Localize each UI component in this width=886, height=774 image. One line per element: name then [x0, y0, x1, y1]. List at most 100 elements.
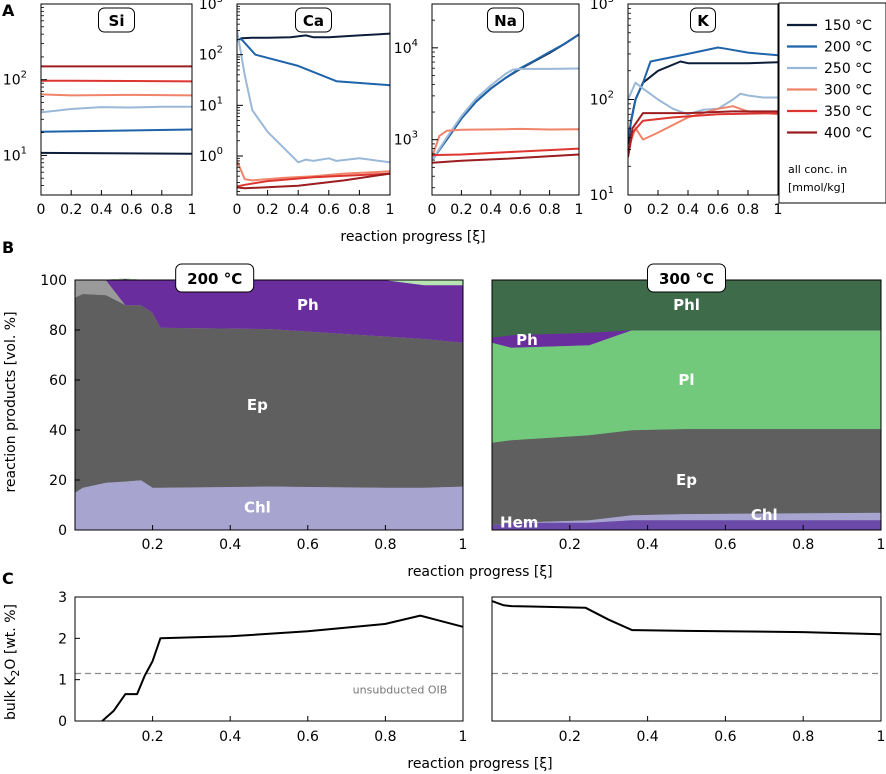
a-ca-series-350 [237, 172, 390, 188]
c-200-xtick-label: 0.4 [219, 729, 241, 745]
a-ca-series-250 [237, 30, 390, 164]
a-k-ytick-label: 101 [590, 185, 614, 204]
a-na-title-box [487, 7, 524, 33]
a-ca-series-group [237, 30, 390, 190]
a-si-series-300 [41, 93, 192, 97]
b-200-label-ph: Ph [297, 296, 319, 314]
a-k-xtick-label: 0.2 [647, 202, 669, 218]
c-200-ytick-label: 2 [58, 631, 67, 647]
c-200-ytick-label: 0 [58, 714, 67, 730]
a-k-title-box [690, 7, 716, 33]
legend: 150 °C 200 °C 250 °C 300 °C 350 °C 400 °C all… [778, 2, 886, 204]
b-200-ytick-label: 20 [49, 473, 67, 489]
a-k-series-group [628, 46, 778, 158]
legend-note-line2: [mmol/kg] [788, 181, 845, 194]
a-na-series-group [432, 33, 579, 164]
row-b-ylabel: reaction products [vol. %] [3, 311, 19, 492]
b-300-title-box [647, 263, 726, 293]
b-200-xtick-label: 0.4 [219, 537, 241, 553]
chart-c-300: 0.2 0.4 0.6 0.8 1 [491, 596, 886, 745]
chart-a-na: 103 104 0 0.2 0.4 0.6 0.8 1 Na [394, 3, 583, 218]
a-k-xtick-label: 0.6 [707, 202, 729, 218]
a-k-xtick-label: 0.4 [677, 202, 699, 218]
a-si-xtick-label: 0.6 [120, 202, 142, 218]
chart-c-200: unsubducted OIB 0 1 2 3 0.2 0.4 0.6 0.8 1 [58, 590, 467, 745]
b-300-xtick-label: 0.4 [636, 537, 658, 553]
legend-label-300: 300 °C [824, 83, 872, 99]
a-na-title: Na [494, 12, 517, 30]
legend-note-line1: all conc. in [788, 163, 847, 176]
legend-label-400: 400 °C [824, 126, 872, 142]
b-300-label-ep: Ep [676, 471, 697, 489]
a-ca-xtick-label: 0.6 [318, 202, 340, 218]
a-na-series-150 [432, 33, 579, 161]
chart-a-ca: 100 101 102 103 0 0.2 0.4 0.6 0.8 1 Ca [199, 0, 395, 218]
b-200-title-box [175, 263, 255, 293]
a-k-series-300 [628, 105, 778, 150]
c-200-reference-label: unsubducted OIB [353, 683, 448, 696]
b-200-title: 200 °C [187, 270, 242, 288]
legend-label-250: 250 °C [824, 61, 872, 77]
b-300-label-chl: Chl [751, 506, 778, 524]
c-200-ytick-label: 3 [58, 590, 67, 606]
a-k-xtick-label: 1 [774, 202, 783, 218]
c-300-xtick-label: 0.6 [714, 729, 736, 745]
b-300-label-ph: Ph [516, 331, 538, 349]
b-300-label-hem: Hem [500, 514, 538, 532]
a-ca-title: Ca [303, 12, 324, 30]
a-k-series-400 [628, 110, 778, 158]
b-200-ytick-label: 80 [49, 323, 67, 339]
legend-label-350: 350 °C [824, 104, 872, 120]
a-k-series-200 [628, 46, 778, 138]
c-300-xtick-label: 0.4 [636, 729, 658, 745]
a-si-xtick-label: 0.8 [151, 202, 173, 218]
c-300-xtick-label: 1 [877, 729, 886, 745]
a-k-xtick-label: 0.8 [737, 202, 759, 218]
a-si-ytick-label: 102 [3, 70, 27, 89]
a-ca-series-300 [237, 160, 390, 182]
a-ca-frame [236, 3, 391, 196]
a-k-ytick-label: 103 [590, 0, 614, 13]
b-200-frame [74, 279, 464, 531]
a-si-series-200 [41, 128, 192, 133]
legend-label-200: 200 °C [824, 40, 872, 56]
a-si-xtick-label: 0.2 [60, 202, 82, 218]
a-k-series-250 [628, 81, 778, 116]
c-300-series [491, 600, 882, 636]
b-200-xtick-label: 0.8 [374, 537, 396, 553]
a-ca-title-box [295, 7, 332, 33]
a-ca-xtick-label: 1 [386, 202, 395, 218]
b-300-xtick-label: 0.8 [792, 537, 814, 553]
chart-b-300: 0.2 0.4 0.6 0.8 1 Hem Chl Ep Pl Ph Phl 300 °C [491, 263, 886, 553]
b-300-xtick-label: 1 [877, 537, 886, 553]
c-200-xtick-label: 0.2 [141, 729, 163, 745]
b-200-xtick-label: 0.6 [297, 537, 319, 553]
b-200-xtick-label: 1 [459, 537, 468, 553]
row-b-xlabel: reaction progress [ξ] [407, 564, 552, 580]
a-ca-ytick-label: 101 [199, 95, 223, 114]
a-na-xtick-label: 0.8 [538, 202, 560, 218]
c-200-xtick-label: 0.6 [297, 729, 319, 745]
a-si-series-150 [41, 151, 192, 155]
a-ca-ytick-label: 100 [199, 146, 223, 165]
c-300-xtick-label: 0.8 [792, 729, 814, 745]
chart-a-k: 101 102 103 0 0.2 0.4 0.6 0.8 1 K [590, 0, 783, 218]
a-ca-series-400 [237, 172, 390, 190]
c-300-xtick-label: 0.2 [559, 729, 581, 745]
a-si-xtick-label: 0.4 [90, 202, 112, 218]
c-200-frame [74, 596, 464, 722]
a-ca-ytick-label: 103 [199, 0, 223, 13]
panel-letter-a: A [2, 1, 15, 20]
b-300-xtick-label: 0.6 [714, 537, 736, 553]
panel-letter-b: B [2, 238, 14, 257]
c-200-series [101, 614, 464, 722]
b-300-title: 300 °C [659, 270, 714, 288]
a-si-title: Si [109, 12, 125, 30]
chart-b-200: 0 20 40 60 80 100 0.2 0.4 0.6 0.8 1 Chl Ep Ph 200 °C [40, 263, 468, 553]
c-200-xtick-label: 1 [459, 729, 468, 745]
a-ca-series-150 [237, 32, 390, 42]
b-200-xtick-label: 0.2 [141, 537, 163, 553]
a-ca-xtick-label: 0.8 [348, 202, 370, 218]
row-a-xlabel: reaction progress [ξ] [340, 229, 485, 245]
